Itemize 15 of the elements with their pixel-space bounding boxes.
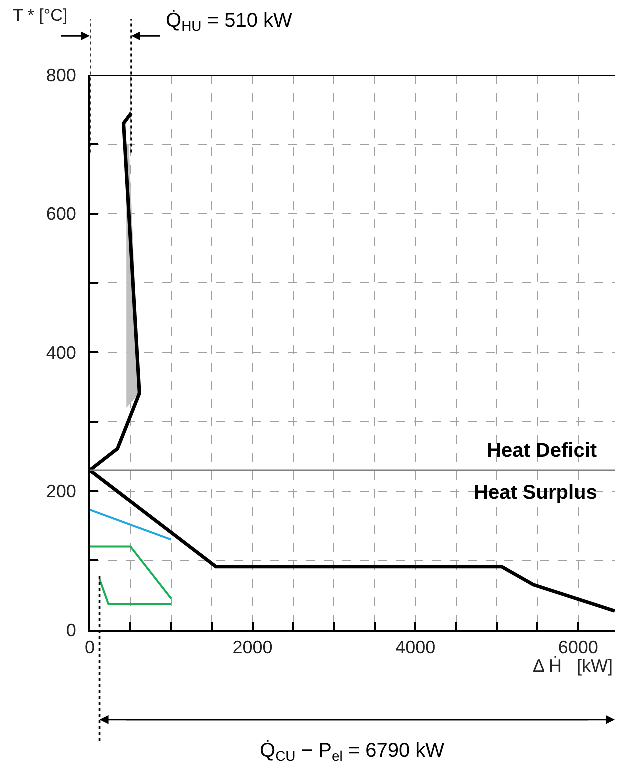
y-tick-label: 600 xyxy=(46,204,76,224)
x-tick-label: 6000 xyxy=(558,638,598,658)
y-tick-label: 0 xyxy=(66,620,76,640)
annotation: Heat Deficit xyxy=(487,440,598,462)
y-tick-label: 200 xyxy=(46,482,76,502)
x-axis-title: Δ Ḣ [kW] xyxy=(533,656,614,676)
y-tick-label: 400 xyxy=(46,342,76,363)
x-tick-label: 0 xyxy=(84,638,96,658)
y-tick-label: 800 xyxy=(46,65,76,86)
annotation: Heat Surplus xyxy=(474,482,598,504)
text: Q̇$_{HU}$ = 510 kW xyxy=(166,10,293,34)
text: Q̇$_{CU}$ − P$_{el}$ = 6790 kW xyxy=(260,740,445,764)
x-tick-label: 2000 xyxy=(232,638,273,658)
x-tick-label: 4000 xyxy=(396,638,436,658)
y-axis-title: T * [°C] xyxy=(13,6,68,25)
